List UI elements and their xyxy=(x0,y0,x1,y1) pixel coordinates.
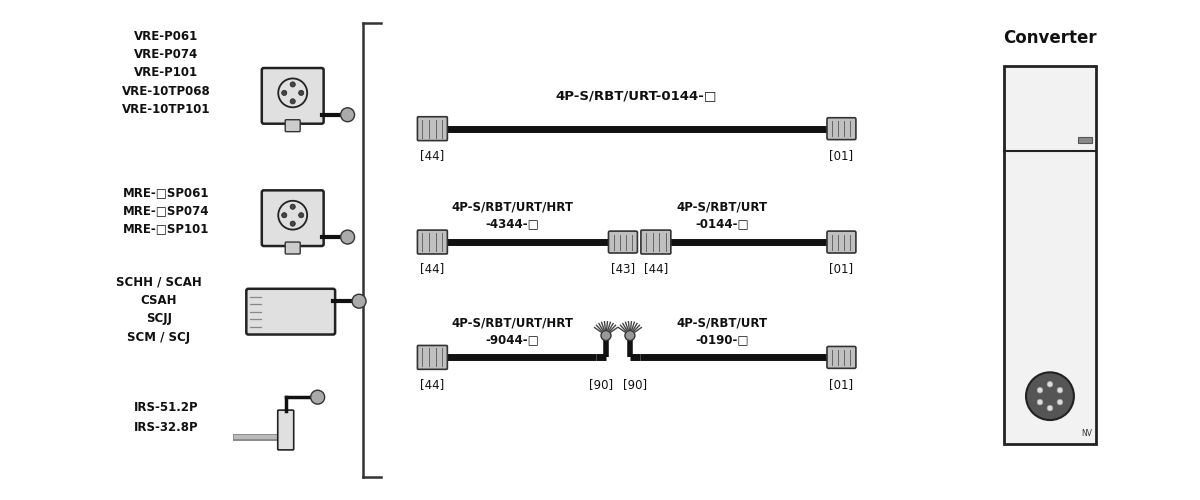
Text: SCJJ: SCJJ xyxy=(146,312,172,325)
Circle shape xyxy=(1026,372,1074,420)
Circle shape xyxy=(290,204,295,210)
Text: [44]: [44] xyxy=(643,262,668,276)
Text: 4P-S/RBT/URT-0144-□: 4P-S/RBT/URT-0144-□ xyxy=(556,90,718,102)
Bar xyxy=(1078,136,1092,142)
Text: [44]: [44] xyxy=(420,378,444,391)
Circle shape xyxy=(1037,388,1043,393)
Bar xyxy=(1004,66,1096,444)
Text: 4P-S/RBT/URT/HRT: 4P-S/RBT/URT/HRT xyxy=(451,200,574,213)
Circle shape xyxy=(1048,382,1052,387)
Text: 4P-S/RBT/URT: 4P-S/RBT/URT xyxy=(676,316,767,329)
FancyBboxPatch shape xyxy=(827,346,856,368)
Circle shape xyxy=(290,221,295,226)
Text: NV: NV xyxy=(1081,430,1092,438)
Circle shape xyxy=(1048,406,1052,411)
FancyBboxPatch shape xyxy=(827,231,856,253)
Circle shape xyxy=(1037,400,1043,405)
Circle shape xyxy=(282,90,287,96)
FancyBboxPatch shape xyxy=(641,230,671,254)
Text: [90]: [90] xyxy=(589,378,613,391)
Text: Converter: Converter xyxy=(1003,29,1097,47)
Circle shape xyxy=(601,330,611,340)
Text: -9044-□: -9044-□ xyxy=(485,333,539,346)
Circle shape xyxy=(282,212,287,218)
Circle shape xyxy=(1057,388,1063,393)
Text: SCHH / SCAH: SCHH / SCAH xyxy=(116,276,202,288)
Circle shape xyxy=(290,98,295,104)
Text: VRE-P101: VRE-P101 xyxy=(134,66,198,80)
Text: MRE-□SP074: MRE-□SP074 xyxy=(122,204,209,217)
Text: VRE-P061: VRE-P061 xyxy=(134,30,198,43)
FancyBboxPatch shape xyxy=(608,231,637,253)
FancyBboxPatch shape xyxy=(286,242,300,254)
Text: [90]: [90] xyxy=(623,378,647,391)
Text: [44]: [44] xyxy=(420,149,444,162)
Text: 4P-S/RBT/URT: 4P-S/RBT/URT xyxy=(676,200,767,213)
Text: VRE-10TP101: VRE-10TP101 xyxy=(121,104,210,117)
Circle shape xyxy=(299,212,304,218)
Text: 4P-S/RBT/URT/HRT: 4P-S/RBT/URT/HRT xyxy=(451,316,574,329)
Circle shape xyxy=(341,108,354,122)
Text: SCM / SCJ: SCM / SCJ xyxy=(127,330,191,344)
Text: VRE-10TP068: VRE-10TP068 xyxy=(121,85,210,98)
Circle shape xyxy=(352,294,366,308)
FancyBboxPatch shape xyxy=(286,120,300,132)
FancyBboxPatch shape xyxy=(246,289,335,335)
Text: MRE-□SP101: MRE-□SP101 xyxy=(122,222,209,235)
Text: VRE-P074: VRE-P074 xyxy=(134,48,198,61)
Circle shape xyxy=(290,82,295,87)
FancyBboxPatch shape xyxy=(418,116,448,140)
Text: CSAH: CSAH xyxy=(140,294,178,306)
FancyBboxPatch shape xyxy=(262,68,324,124)
Text: [43]: [43] xyxy=(611,262,635,276)
Text: IRS-32.8P: IRS-32.8P xyxy=(133,420,198,434)
Circle shape xyxy=(299,90,304,96)
FancyBboxPatch shape xyxy=(277,410,294,450)
FancyBboxPatch shape xyxy=(262,190,324,246)
Circle shape xyxy=(625,330,635,340)
Text: IRS-51.2P: IRS-51.2P xyxy=(133,400,198,413)
FancyBboxPatch shape xyxy=(418,230,448,254)
Text: [44]: [44] xyxy=(420,262,444,276)
FancyBboxPatch shape xyxy=(418,346,448,370)
Circle shape xyxy=(341,230,354,244)
Text: MRE-□SP061: MRE-□SP061 xyxy=(122,186,209,199)
FancyBboxPatch shape xyxy=(827,118,856,140)
Text: -4344-□: -4344-□ xyxy=(485,218,539,230)
Text: [01]: [01] xyxy=(829,378,853,391)
Circle shape xyxy=(311,390,325,404)
Text: [01]: [01] xyxy=(829,149,853,162)
Circle shape xyxy=(1057,400,1063,405)
Text: -0144-□: -0144-□ xyxy=(695,218,749,230)
Text: -0190-□: -0190-□ xyxy=(695,333,749,346)
Text: [01]: [01] xyxy=(829,262,853,276)
